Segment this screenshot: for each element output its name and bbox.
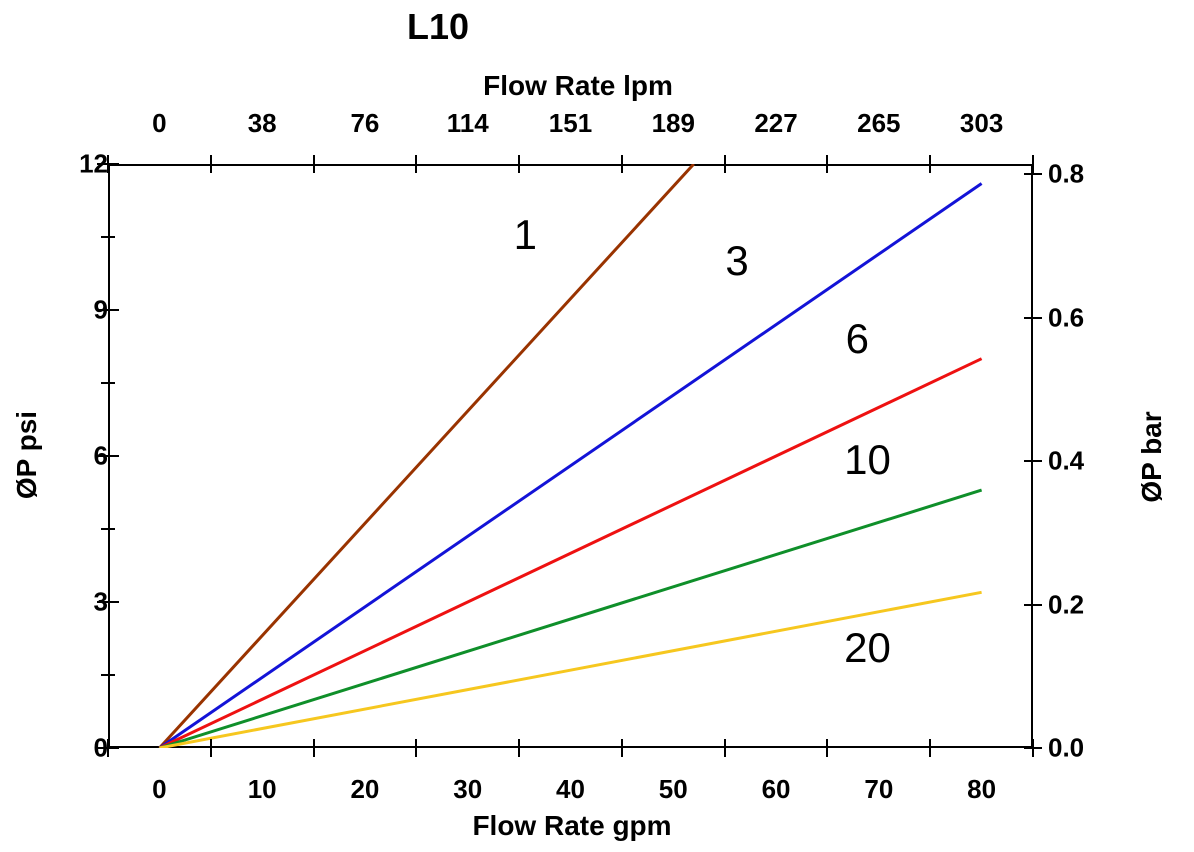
x-tick-bottom — [312, 739, 315, 757]
curve-label-1: 1 — [513, 210, 537, 258]
y-tick-label-left: 3 — [93, 586, 108, 617]
y-tick-label-right: 0.0 — [1048, 732, 1085, 763]
y-tick-label-left: 9 — [93, 294, 108, 325]
curve-label-20: 20 — [844, 623, 891, 671]
x-tick-label-bottom: 10 — [247, 774, 277, 804]
x-tick-top — [620, 155, 623, 173]
y-tick-right — [1024, 603, 1042, 606]
y-tick-right — [1024, 173, 1042, 176]
y-tick-left — [97, 747, 119, 749]
x-tick-label-bottom: 50 — [658, 774, 688, 804]
x-tick-label-top: 189 — [651, 108, 695, 138]
y-tick-label-right: 0.6 — [1048, 302, 1085, 333]
x-tick-label-top: 76 — [350, 108, 380, 138]
x-tick-bottom — [826, 739, 829, 757]
curve-1 — [158, 164, 695, 748]
x-tick-label-top: 265 — [857, 108, 901, 138]
x-tick-top — [415, 155, 418, 173]
x-tick-top — [312, 155, 315, 173]
curves-svg — [158, 164, 983, 748]
x-tick-top — [929, 155, 932, 173]
x-tick-label-bottom: 0 — [152, 774, 167, 804]
y-minor-tick-left — [101, 528, 115, 530]
y-tick-label-left: 6 — [93, 440, 108, 471]
bottom-axis-title: Flow Rate gpm — [472, 810, 672, 841]
x-tick-top — [723, 155, 726, 173]
y-tick-left — [97, 163, 119, 165]
y-tick-label-left: 12 — [79, 148, 108, 179]
x-tick-label-top: 227 — [754, 108, 798, 138]
y-minor-tick-left — [101, 674, 115, 676]
x-tick-label-bottom: 60 — [761, 774, 791, 804]
x-tick-bottom — [518, 739, 521, 757]
y-tick-left — [97, 601, 119, 603]
curve-3 — [158, 182, 983, 748]
x-tick-label-top: 38 — [247, 108, 277, 138]
x-tick-bottom — [209, 739, 212, 757]
x-tick-bottom — [415, 739, 418, 757]
curve-10 — [158, 488, 983, 748]
x-tick-top — [209, 155, 212, 173]
x-tick-label-top: 0 — [152, 108, 167, 138]
x-tick-label-bottom: 80 — [967, 774, 997, 804]
x-tick-label-bottom: 30 — [453, 774, 483, 804]
x-tick-label-bottom: 40 — [556, 774, 585, 804]
y-tick-left — [97, 309, 119, 311]
y-tick-right — [1024, 316, 1042, 319]
y-tick-label-left: 0 — [93, 732, 108, 763]
top-axis-title: Flow Rate lpm — [483, 70, 673, 101]
right-axis-title: ØP bar — [1136, 411, 1167, 503]
x-tick-bottom — [929, 739, 932, 757]
curve-label-6: 6 — [845, 315, 869, 363]
y-minor-tick-left — [101, 382, 115, 384]
y-tick-label-right: 0.8 — [1048, 158, 1085, 189]
curve-20 — [159, 590, 982, 748]
x-tick-label-bottom: 20 — [350, 774, 380, 804]
curve-label-10: 10 — [844, 435, 891, 483]
y-minor-tick-left — [101, 236, 115, 238]
x-tick-label-top: 114 — [446, 108, 489, 138]
x-tick-label-top: 151 — [548, 108, 593, 138]
x-tick-bottom — [620, 739, 623, 757]
y-tick-label-right: 0.4 — [1048, 445, 1085, 476]
x-tick-top — [518, 155, 521, 173]
curve-label-3: 3 — [725, 237, 749, 285]
curve-6 — [158, 357, 983, 748]
y-tick-left — [97, 455, 119, 457]
chart-title: L10 — [406, 6, 470, 47]
y-tick-right — [1024, 460, 1042, 463]
y-tick-right — [1024, 747, 1042, 749]
x-tick-label-bottom: 70 — [864, 774, 894, 804]
x-tick-bottom — [723, 739, 726, 757]
x-tick-top — [1032, 155, 1034, 173]
y-tick-label-right: 0.2 — [1048, 589, 1085, 619]
x-tick-top — [826, 155, 829, 173]
x-tick-label-top: 303 — [959, 108, 1004, 138]
